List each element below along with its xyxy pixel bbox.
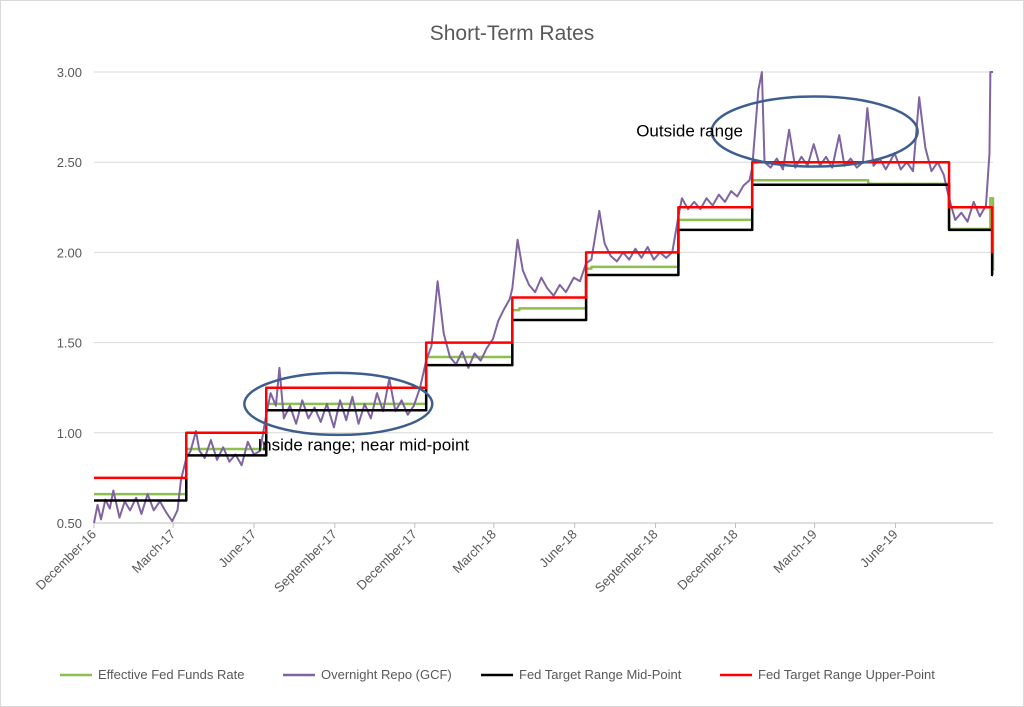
x-tick-label: June-17 [215, 527, 259, 571]
x-tick-label: December-18 [674, 527, 740, 593]
legend: Effective Fed Funds Rate Overnight Repo (… [60, 667, 935, 682]
y-tick-label: 2.50 [57, 155, 82, 170]
x-tick-label: December-17 [354, 527, 420, 593]
x-axis-ticks: December-16 March-17 June-17 September-17 De… [33, 523, 901, 595]
x-tick-label: March-17 [129, 527, 178, 576]
annotations: Inside range; near mid-point Outside rang… [243, 95, 919, 454]
series-line-effective-fed-funds-rate [94, 178, 995, 496]
annotation-outside-range: Outside range [636, 122, 743, 141]
y-axis-ticks: 0.50 1.00 1.50 2.00 2.50 3.00 [57, 65, 82, 531]
chart-title: Short-Term Rates [430, 22, 595, 45]
x-tick-label: June-18 [536, 527, 580, 571]
x-tick-label: September-18 [592, 527, 661, 596]
series-line-fed-target-range-upper-point [94, 160, 994, 480]
x-tick-label: December-16 [33, 527, 99, 593]
x-tick-label: September-17 [271, 527, 340, 596]
legend-label: Fed Target Range Upper-Point [758, 667, 935, 682]
annotation-ellipse-outside-range [710, 95, 919, 168]
legend-label: Overnight Repo (GCF) [321, 667, 452, 682]
y-tick-label: 2.00 [57, 245, 82, 260]
legend-label: Fed Target Range Mid-Point [519, 667, 682, 682]
x-tick-label: June-19 [857, 527, 901, 571]
series-lines [93, 71, 995, 524]
legend-label: Effective Fed Funds Rate [98, 667, 244, 682]
y-tick-label: 1.00 [57, 426, 82, 441]
y-tick-label: 1.50 [57, 336, 82, 351]
y-tick-label: 0.50 [57, 516, 82, 531]
annotation-ellipse-inside-range [243, 371, 434, 437]
y-tick-label: 3.00 [57, 65, 82, 80]
x-tick-label: March-18 [450, 527, 499, 576]
x-tick-label: March-19 [770, 527, 819, 576]
annotation-inside-range: Inside range; near mid-point [257, 435, 469, 454]
